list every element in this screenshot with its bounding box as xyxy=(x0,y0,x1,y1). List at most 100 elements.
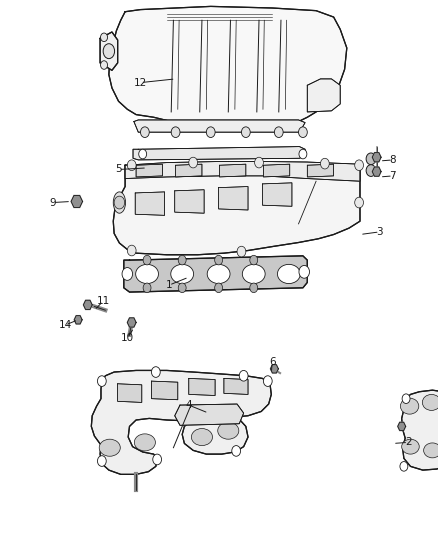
Circle shape xyxy=(151,367,160,377)
Text: 8: 8 xyxy=(389,155,396,165)
Text: 4: 4 xyxy=(185,400,192,410)
Circle shape xyxy=(143,255,151,265)
Polygon shape xyxy=(307,164,333,177)
Polygon shape xyxy=(125,161,359,181)
Circle shape xyxy=(140,127,149,138)
Circle shape xyxy=(241,127,250,138)
Polygon shape xyxy=(401,390,438,470)
Ellipse shape xyxy=(135,264,158,284)
Circle shape xyxy=(100,61,107,69)
Polygon shape xyxy=(223,378,247,394)
Ellipse shape xyxy=(399,398,418,414)
Text: 12: 12 xyxy=(134,78,147,87)
Text: 1: 1 xyxy=(165,280,172,290)
Text: 11: 11 xyxy=(96,296,110,306)
Polygon shape xyxy=(174,404,243,425)
Circle shape xyxy=(263,376,272,386)
Polygon shape xyxy=(117,384,141,402)
Polygon shape xyxy=(262,183,291,206)
Polygon shape xyxy=(136,164,162,177)
Circle shape xyxy=(298,127,307,138)
Circle shape xyxy=(298,149,306,159)
Polygon shape xyxy=(83,300,92,310)
Circle shape xyxy=(143,283,151,293)
Polygon shape xyxy=(109,6,346,129)
Polygon shape xyxy=(113,163,359,255)
Polygon shape xyxy=(218,187,247,210)
Circle shape xyxy=(214,283,222,293)
Text: 7: 7 xyxy=(389,171,396,181)
Polygon shape xyxy=(133,147,304,160)
Polygon shape xyxy=(91,370,271,474)
Polygon shape xyxy=(74,316,82,324)
Text: 6: 6 xyxy=(268,358,275,367)
Circle shape xyxy=(178,283,186,293)
Circle shape xyxy=(97,376,106,386)
Ellipse shape xyxy=(207,264,230,284)
Circle shape xyxy=(171,127,180,138)
Polygon shape xyxy=(307,79,339,112)
Circle shape xyxy=(249,283,257,293)
Polygon shape xyxy=(397,422,405,431)
Text: 10: 10 xyxy=(120,334,134,343)
Circle shape xyxy=(320,158,328,169)
Circle shape xyxy=(239,370,247,381)
Ellipse shape xyxy=(99,439,120,456)
Ellipse shape xyxy=(217,422,238,439)
Polygon shape xyxy=(135,192,164,215)
Circle shape xyxy=(178,255,186,265)
Circle shape xyxy=(365,165,375,176)
Text: 2: 2 xyxy=(404,438,411,447)
Polygon shape xyxy=(270,365,278,373)
Circle shape xyxy=(127,160,136,171)
Circle shape xyxy=(122,268,132,280)
Polygon shape xyxy=(188,378,215,395)
Ellipse shape xyxy=(421,394,438,410)
Circle shape xyxy=(100,33,107,42)
Polygon shape xyxy=(175,164,201,177)
Ellipse shape xyxy=(134,434,155,451)
Circle shape xyxy=(237,246,245,257)
Circle shape xyxy=(298,265,309,278)
Polygon shape xyxy=(127,318,136,327)
Text: 9: 9 xyxy=(49,198,56,207)
Circle shape xyxy=(114,196,124,209)
Circle shape xyxy=(206,127,215,138)
Polygon shape xyxy=(371,167,380,176)
Text: 14: 14 xyxy=(58,320,71,330)
Polygon shape xyxy=(151,381,177,400)
Polygon shape xyxy=(371,152,380,162)
Ellipse shape xyxy=(191,429,212,446)
Circle shape xyxy=(152,454,161,465)
Circle shape xyxy=(249,255,257,265)
Circle shape xyxy=(274,127,283,138)
Polygon shape xyxy=(174,190,204,213)
Ellipse shape xyxy=(113,192,125,213)
Ellipse shape xyxy=(103,44,114,59)
Ellipse shape xyxy=(423,443,438,458)
Circle shape xyxy=(254,157,263,168)
Circle shape xyxy=(365,153,375,165)
Circle shape xyxy=(354,160,363,171)
Circle shape xyxy=(354,197,363,208)
Circle shape xyxy=(188,157,197,168)
Circle shape xyxy=(401,394,409,403)
Text: 5: 5 xyxy=(115,165,122,174)
Ellipse shape xyxy=(401,439,418,454)
Polygon shape xyxy=(263,164,289,177)
Circle shape xyxy=(97,456,106,466)
Ellipse shape xyxy=(277,264,300,284)
Text: 3: 3 xyxy=(375,227,382,237)
Polygon shape xyxy=(100,32,117,70)
Circle shape xyxy=(214,255,222,265)
Polygon shape xyxy=(124,256,307,292)
Polygon shape xyxy=(219,164,245,177)
Circle shape xyxy=(127,245,136,256)
Circle shape xyxy=(399,462,407,471)
Ellipse shape xyxy=(170,264,193,284)
Circle shape xyxy=(138,149,146,159)
Polygon shape xyxy=(71,196,82,207)
Circle shape xyxy=(231,446,240,456)
Ellipse shape xyxy=(242,264,265,284)
Polygon shape xyxy=(134,120,304,132)
